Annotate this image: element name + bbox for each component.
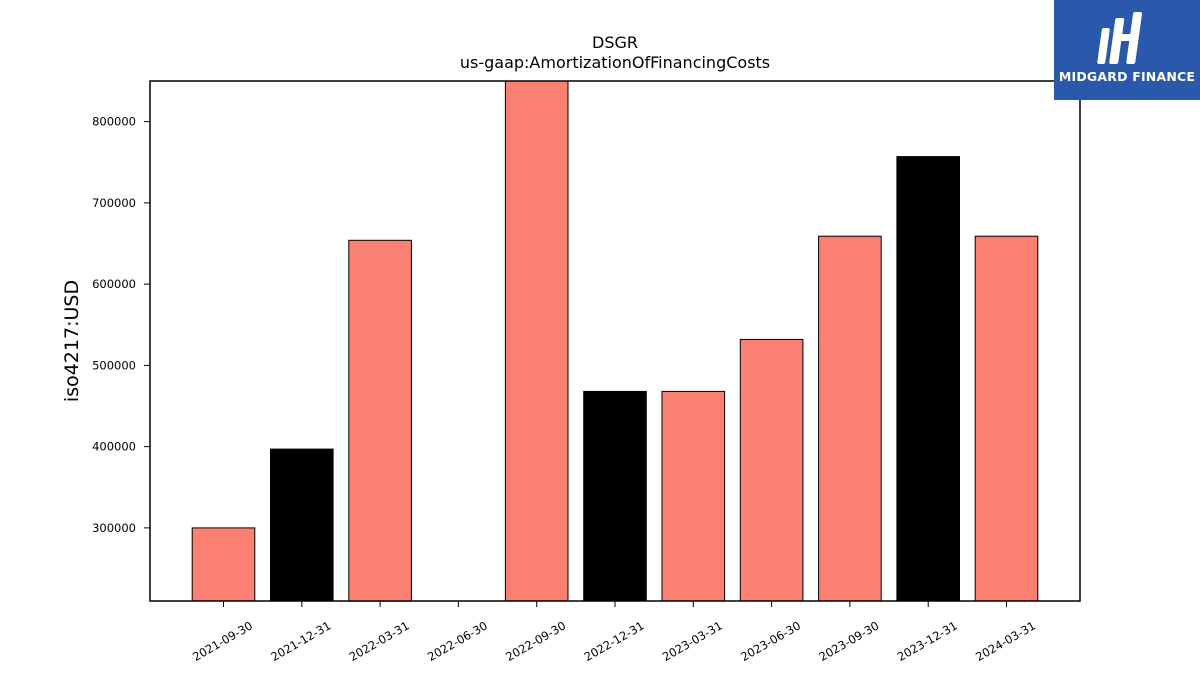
x-tick-label: 2023-03-31 — [660, 618, 725, 664]
bar-2022-12-31 — [583, 390, 647, 602]
chart-title: DSGR — [592, 33, 638, 52]
y-tick-label: 800000 — [92, 115, 136, 129]
bars-group — [191, 80, 1039, 602]
y-ticks-group: 300000 400000 500000 600000 700000 800000 — [92, 115, 150, 535]
x-tick-label: 2023-06-30 — [738, 618, 803, 664]
y-tick-label: 700000 — [92, 196, 136, 210]
x-tick-label: 2021-12-31 — [268, 618, 333, 664]
bar-2024-03-31 — [974, 235, 1039, 602]
logo-text: MIDGARD FINANCE — [1058, 69, 1196, 84]
x-tick-label: 2021-09-30 — [190, 618, 255, 664]
plot-frame — [149, 80, 1081, 602]
bar-2023-09-30 — [818, 235, 882, 602]
x-tick-label: 2023-09-30 — [817, 618, 882, 664]
x-tick-label: 2023-12-31 — [895, 618, 960, 664]
y-tick-label: 600000 — [92, 277, 136, 291]
bar-2023-06-30 — [739, 338, 804, 602]
chart-subtitle: us-gaap:AmortizationOfFinancingCosts — [460, 53, 770, 72]
midgard-finance-logo: MIDGARD FINANCE — [1054, 0, 1200, 100]
y-tick-label: 500000 — [92, 358, 136, 372]
x-tick-label: 2022-12-31 — [582, 618, 647, 664]
bar-2021-12-31 — [270, 448, 334, 602]
y-axis-label: iso4217:USD — [61, 280, 83, 402]
x-tick-label: 2024-03-31 — [973, 618, 1038, 664]
bar-2023-12-31 — [896, 156, 961, 602]
bar-2023-03-31 — [661, 390, 726, 602]
x-tick-label: 2022-06-30 — [425, 618, 490, 664]
bar-2022-03-31 — [348, 239, 412, 602]
x-ticks-group: 2021-09-30 2021-12-31 2022-03-31 2022-06-30… — [190, 601, 1038, 664]
bar-2021-09-30 — [191, 527, 256, 602]
y-tick-label: 400000 — [92, 440, 136, 454]
x-tick-label: 2022-09-30 — [503, 618, 568, 664]
y-tick-label: 300000 — [92, 521, 136, 535]
x-tick-label: 2022-03-31 — [347, 618, 412, 664]
logo-mark-icon — [1097, 12, 1143, 64]
bar-2022-09-30 — [504, 80, 569, 602]
